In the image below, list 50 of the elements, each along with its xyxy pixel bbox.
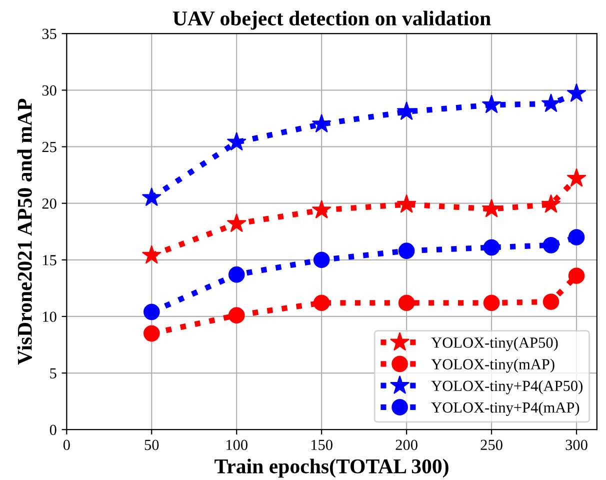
point [142, 245, 162, 264]
y-tick-label: 15 [43, 255, 56, 266]
x-axis-title: Train epochs(TOTAL 300) [214, 458, 448, 478]
point [541, 94, 561, 112]
x-tick-label: 0 [63, 440, 70, 450]
x-tick-label: 250 [480, 440, 502, 450]
point [398, 294, 415, 312]
legend-label: YOLOX-tiny(mAP) [431, 358, 554, 373]
legend-label: YOLOX-tiny+P4(AP50) [431, 380, 582, 394]
y-tick-label: 35 [42, 28, 56, 40]
x-tick-label: 150 [311, 440, 332, 450]
point [143, 325, 160, 342]
point [398, 242, 415, 259]
point [542, 294, 560, 310]
y-tick-label: 30 [42, 85, 56, 96]
y-tick-label: 0 [50, 424, 56, 436]
point [482, 94, 502, 114]
point [142, 187, 162, 206]
legend-label: YOLOX-tiny+P4(mAP) [431, 402, 580, 416]
x-tick-label: 200 [396, 440, 418, 450]
point [313, 252, 330, 268]
point [396, 194, 416, 213]
point [313, 294, 330, 312]
point [396, 101, 416, 120]
point [312, 114, 332, 132]
point [483, 294, 500, 312]
y-tick-label: 20 [42, 198, 56, 209]
point [482, 198, 502, 218]
point [226, 132, 246, 151]
point [542, 237, 560, 254]
legend-label: YOLOX-tiny(AP50) [431, 337, 558, 351]
point [483, 239, 500, 256]
point [566, 168, 586, 187]
chart-title: UAV obeject detection on validation [172, 10, 491, 30]
point [228, 266, 245, 283]
y-axis-title: VisDrone2021 AP50 and mAP [17, 98, 32, 365]
point [568, 268, 585, 284]
point [228, 307, 245, 324]
y-tick-label: 25 [42, 142, 56, 152]
point [568, 229, 585, 246]
point [226, 213, 246, 232]
y-tick-label: 5 [50, 368, 56, 378]
point [312, 200, 332, 218]
x-tick-label: 50 [144, 440, 159, 450]
x-tick-label: 300 [566, 440, 588, 450]
point [541, 194, 561, 213]
x-tick-label: 100 [226, 440, 248, 450]
y-tick-label: 10 [43, 312, 56, 322]
point [566, 83, 586, 102]
point [143, 304, 160, 320]
